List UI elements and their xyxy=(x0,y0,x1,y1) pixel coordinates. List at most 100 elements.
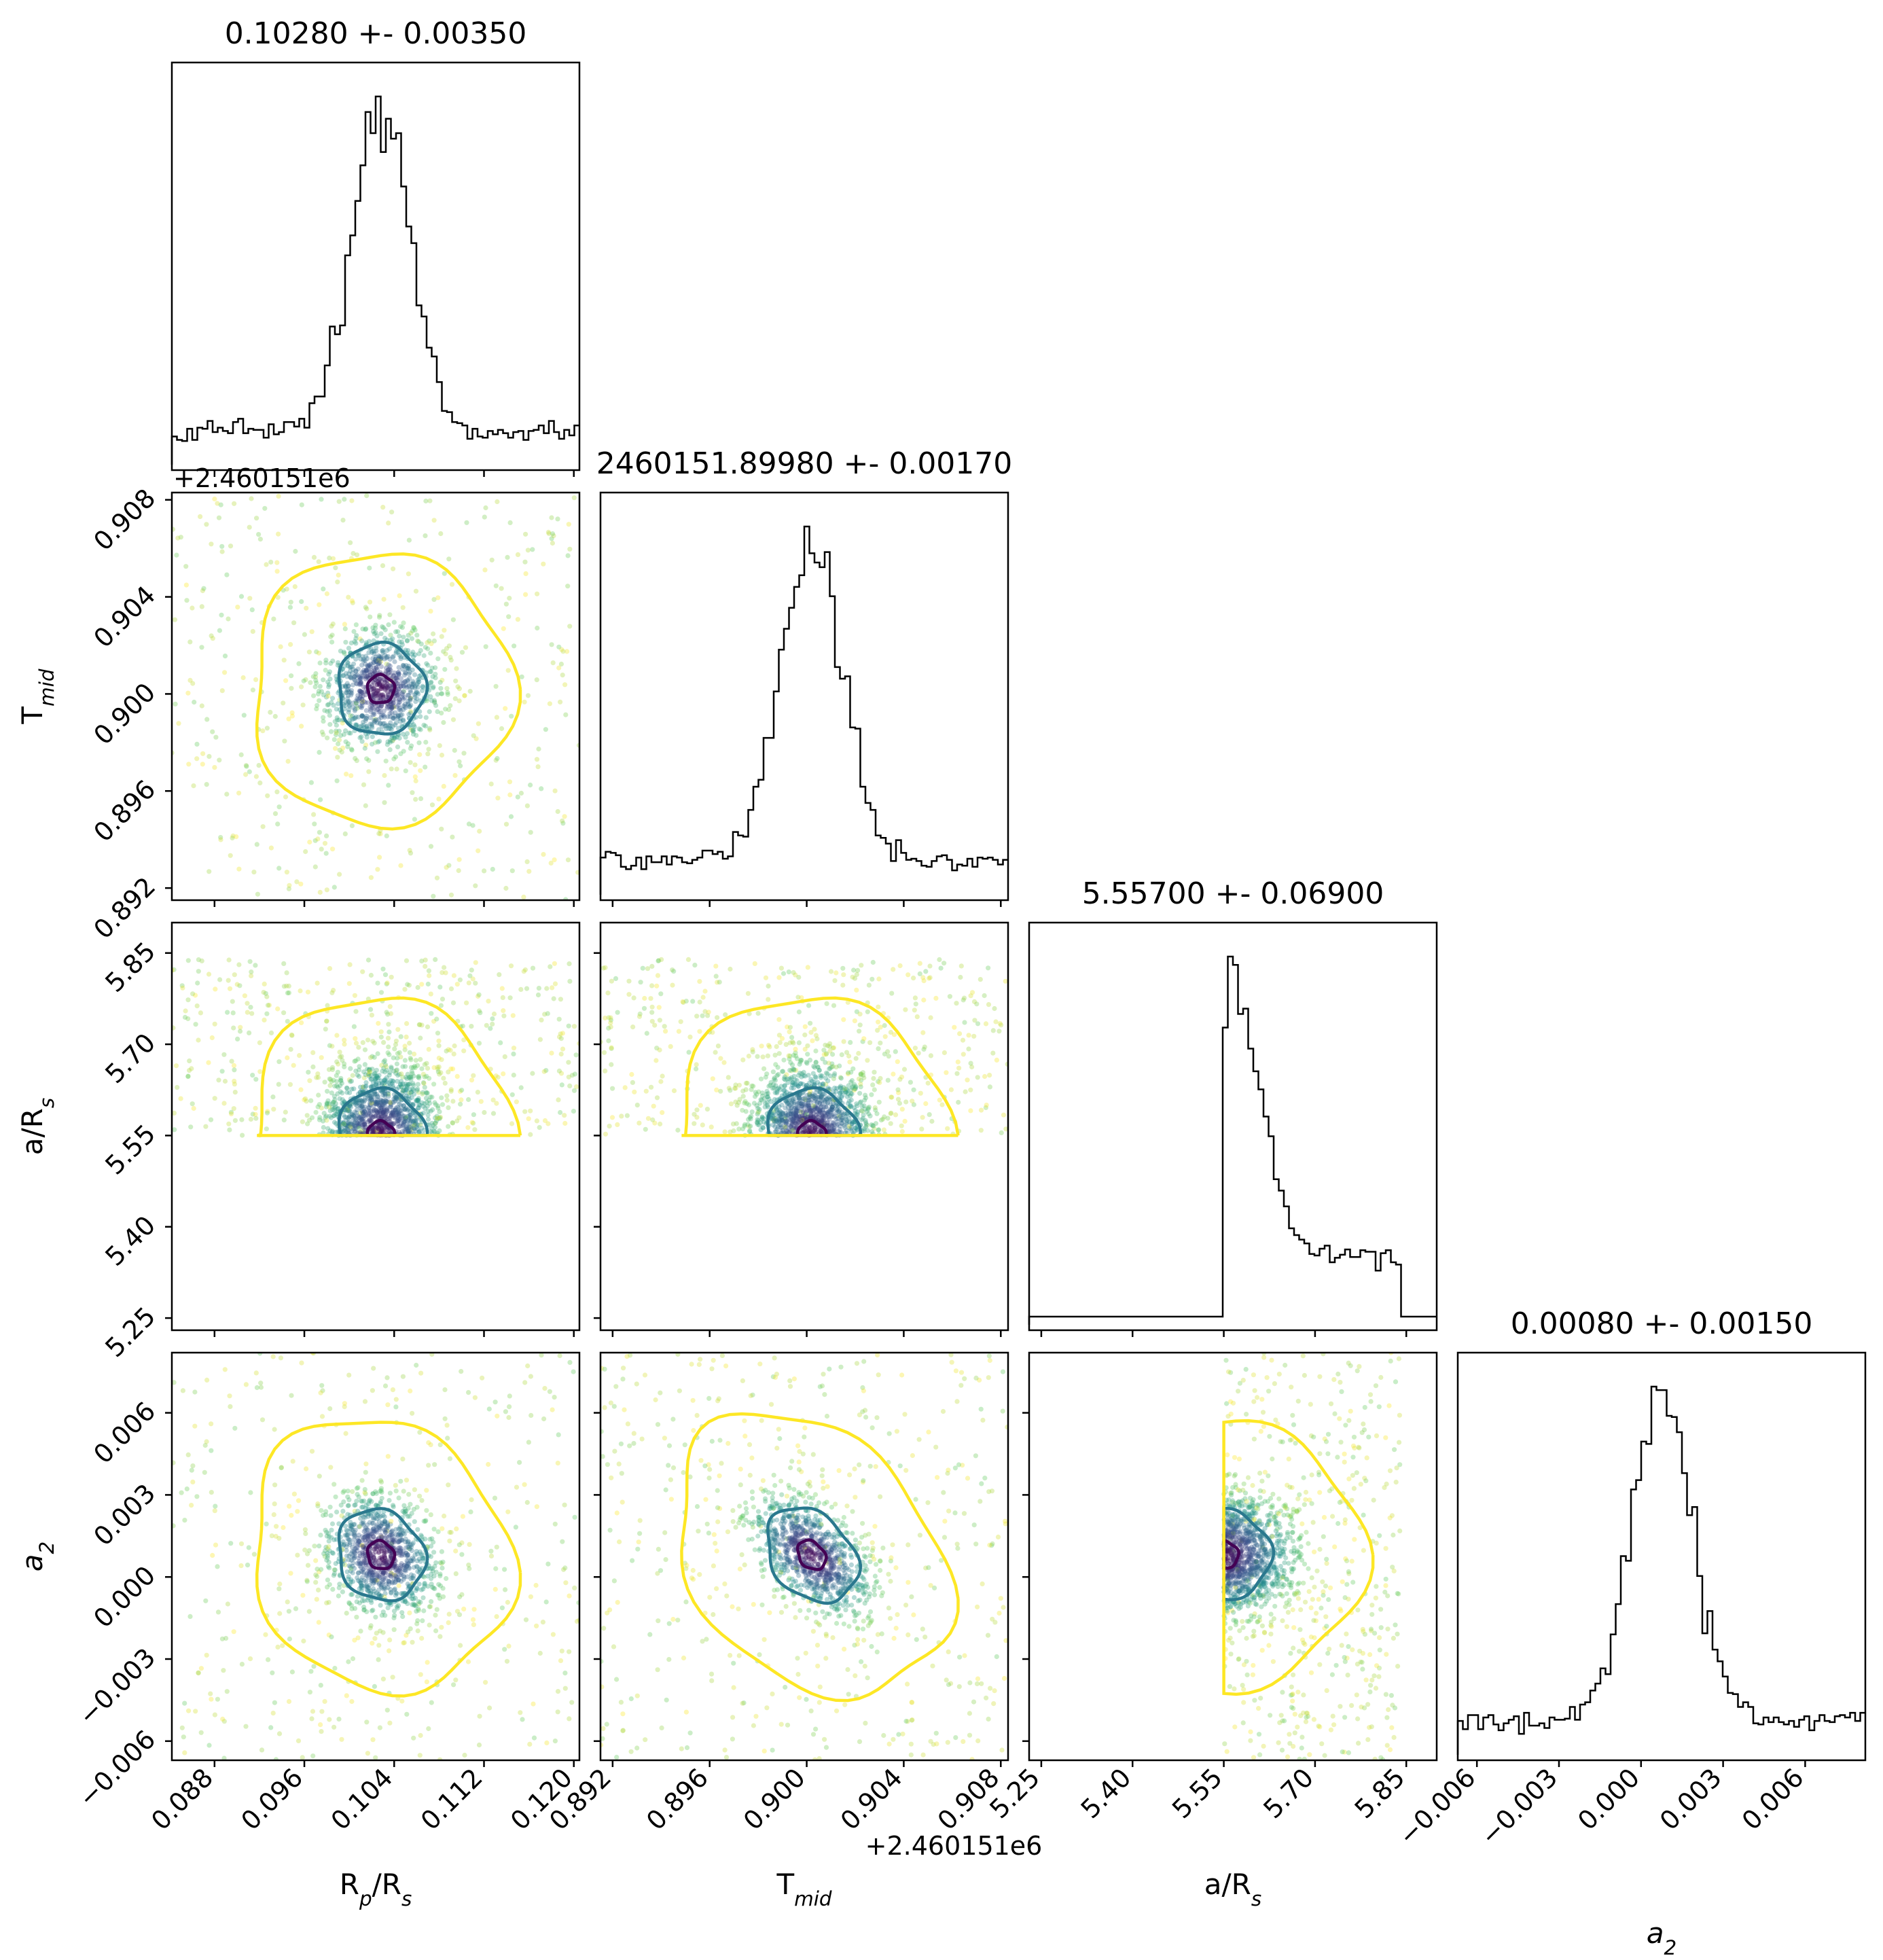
sample-point xyxy=(415,1628,420,1634)
sample-point xyxy=(344,1130,349,1135)
sample-point xyxy=(407,1566,412,1571)
sample-point xyxy=(831,1120,836,1126)
sample-point xyxy=(216,1077,221,1083)
sample-point xyxy=(370,648,375,654)
sample-point xyxy=(300,1755,305,1760)
sample-point xyxy=(380,721,386,726)
sample-point xyxy=(433,1560,439,1565)
sample-point xyxy=(378,715,384,720)
sample-point xyxy=(808,1109,813,1115)
sample-point xyxy=(407,704,413,709)
sample-point xyxy=(382,1093,388,1099)
sample-point xyxy=(327,1076,332,1082)
sample-point xyxy=(842,1123,847,1128)
sample-point xyxy=(404,1121,410,1126)
sample-point xyxy=(755,1111,760,1117)
sample-point xyxy=(247,959,253,964)
sample-point xyxy=(215,1696,220,1702)
sample-point xyxy=(776,1110,781,1116)
sample-point xyxy=(897,1101,902,1106)
sample-point xyxy=(846,1053,852,1059)
sample-point xyxy=(324,1557,329,1563)
sample-point xyxy=(247,769,252,774)
sample-point xyxy=(457,977,463,982)
sample-point xyxy=(414,1088,420,1093)
sample-point xyxy=(172,1025,176,1031)
sample-point xyxy=(395,681,400,686)
sample-point xyxy=(326,1538,331,1544)
sample-point xyxy=(357,1121,362,1126)
sample-point xyxy=(394,1565,399,1571)
sample-point xyxy=(344,1115,350,1120)
sample-point xyxy=(978,1107,984,1113)
sample-point xyxy=(195,980,200,986)
sample-point xyxy=(478,1010,483,1016)
sample-point xyxy=(921,978,927,984)
sample-point xyxy=(817,1109,823,1114)
sample-point xyxy=(544,986,550,991)
sample-point xyxy=(802,1073,808,1079)
sample-point xyxy=(850,1085,855,1090)
sample-point xyxy=(315,836,321,842)
sample-point xyxy=(987,1073,992,1078)
sample-point xyxy=(549,536,554,541)
sample-point xyxy=(812,1082,817,1088)
sample-point xyxy=(410,1120,416,1126)
sample-point xyxy=(346,1497,352,1503)
sample-point xyxy=(807,1092,812,1097)
sample-point xyxy=(378,1105,384,1111)
sample-point xyxy=(370,625,376,630)
sample-point xyxy=(376,709,382,715)
sample-point xyxy=(808,1128,813,1134)
sample-point xyxy=(851,1088,857,1093)
sample-point xyxy=(341,1489,347,1494)
sample-point xyxy=(841,1039,846,1044)
sample-point xyxy=(380,1561,386,1566)
sample-point xyxy=(385,1525,391,1531)
sample-point xyxy=(346,1090,353,1096)
sample-point xyxy=(379,1063,384,1068)
sample-point xyxy=(372,668,377,673)
sample-point xyxy=(555,808,560,815)
sample-point xyxy=(312,864,318,870)
sample-point xyxy=(814,1106,819,1111)
sample-point xyxy=(429,698,435,703)
sample-point xyxy=(678,1019,683,1024)
sample-point xyxy=(316,559,321,565)
sample-point xyxy=(378,682,383,688)
sample-point xyxy=(784,1124,789,1130)
sample-point xyxy=(386,1572,391,1578)
sample-point xyxy=(285,1018,290,1024)
sample-point xyxy=(357,1098,362,1103)
sample-point xyxy=(355,1113,361,1118)
sample-point xyxy=(391,700,396,706)
sample-point xyxy=(421,1081,427,1086)
sample-point xyxy=(357,1114,362,1120)
sample-point xyxy=(394,1591,399,1597)
sample-point xyxy=(371,1129,377,1135)
sample-point xyxy=(384,680,389,685)
sample-point xyxy=(843,1090,848,1095)
sample-point xyxy=(756,1089,761,1094)
sample-point xyxy=(379,703,384,709)
sample-point xyxy=(808,1020,813,1026)
sample-point xyxy=(342,1533,348,1538)
sample-point xyxy=(321,1551,327,1556)
sample-point xyxy=(430,1566,435,1571)
sample-point xyxy=(363,716,369,721)
sample-point xyxy=(359,1116,364,1121)
sample-point xyxy=(271,1107,276,1112)
sample-point xyxy=(420,688,425,694)
sample-point xyxy=(369,702,375,708)
sample-point xyxy=(670,967,675,973)
sample-point xyxy=(380,1069,385,1074)
sample-point xyxy=(382,1058,388,1063)
sample-point xyxy=(855,1128,860,1133)
sample-point xyxy=(994,1057,999,1063)
sample-point xyxy=(562,1565,568,1571)
sample-point xyxy=(823,1113,829,1119)
sample-point xyxy=(371,1533,376,1539)
sample-point xyxy=(422,1580,427,1586)
sample-point xyxy=(419,959,425,964)
sample-point xyxy=(353,1068,359,1074)
